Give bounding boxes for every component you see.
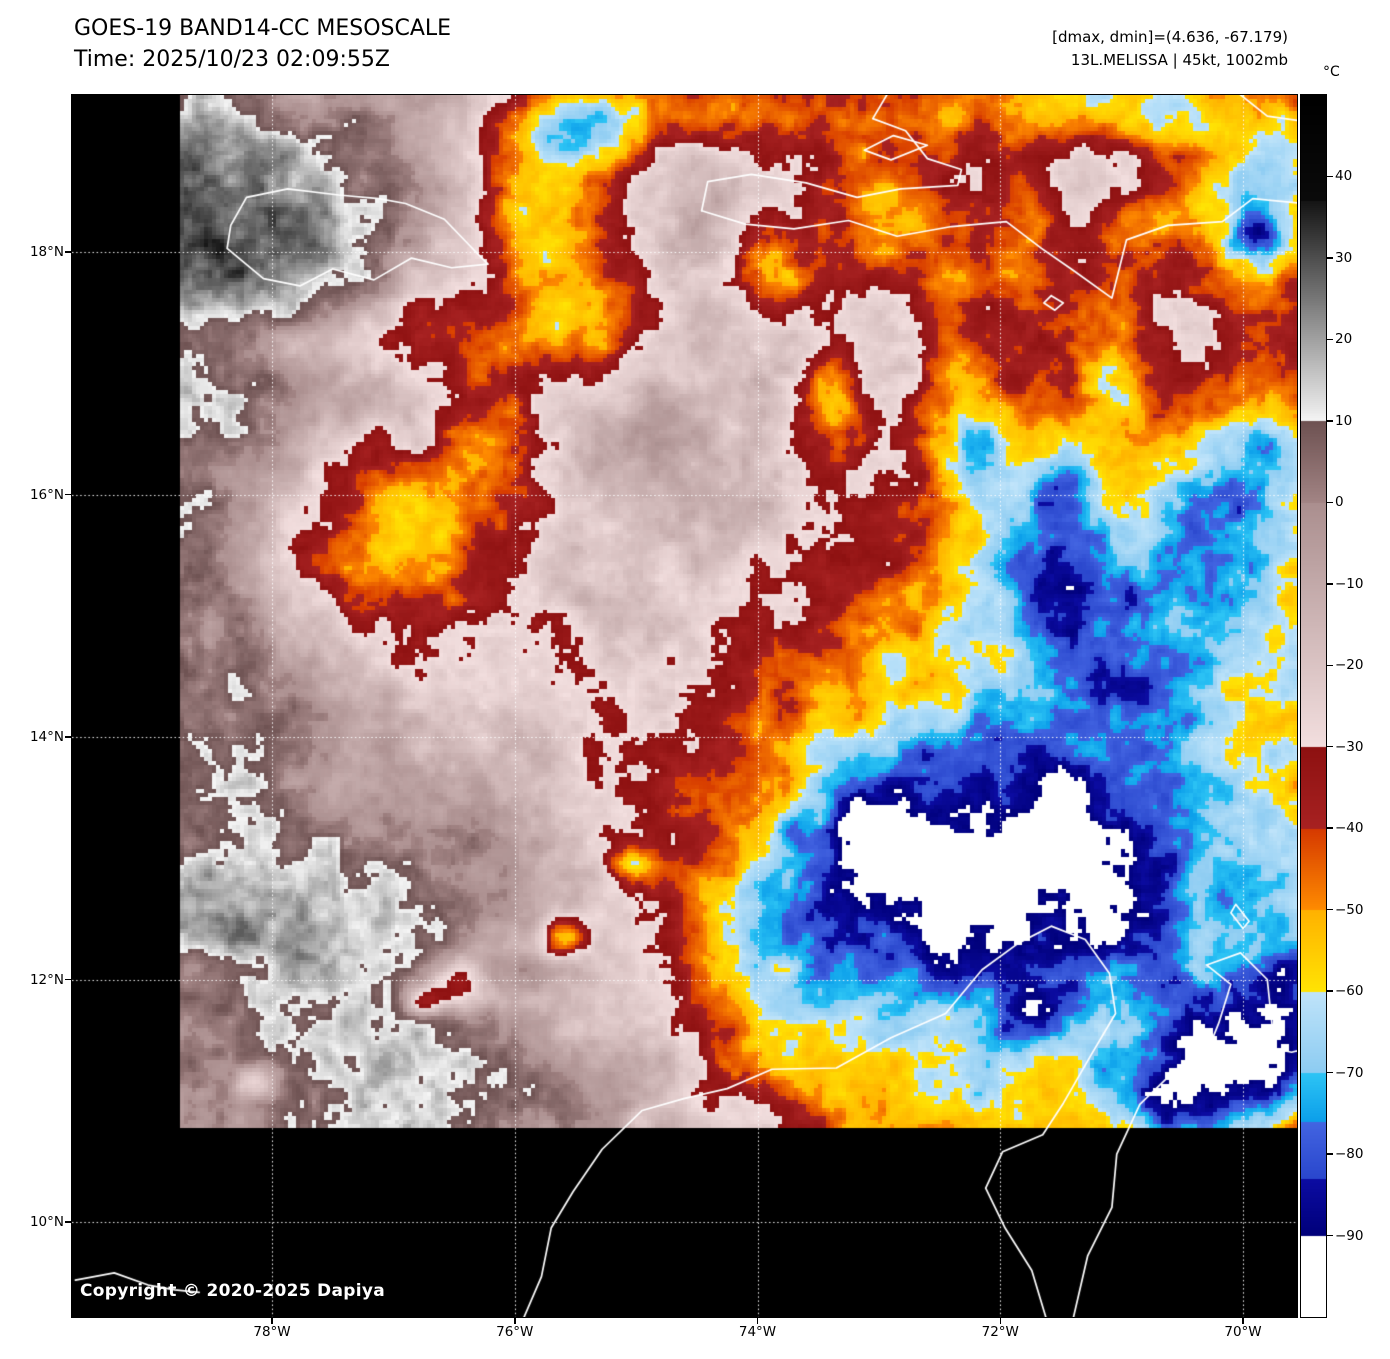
map-plot-area: Copyright © 2020-2025 Dapiya xyxy=(71,94,1298,1318)
colorbar-tick-label: −70 xyxy=(1335,1064,1364,1081)
colorbar-tick-label: 30 xyxy=(1335,249,1353,266)
lon-tickmark xyxy=(271,1317,273,1324)
colorbar-tickmark xyxy=(1326,338,1333,341)
colorbar-tickmark xyxy=(1326,257,1333,259)
lon-tick-label: 70°W xyxy=(1224,1324,1262,1340)
colorbar-tick-label: −20 xyxy=(1335,657,1364,674)
colorbar-tickmark xyxy=(1326,1153,1333,1155)
colorbar-tickmark xyxy=(1326,1071,1333,1074)
lon-tick-label: 76°W xyxy=(496,1324,534,1340)
lon-tickmark xyxy=(514,1317,516,1324)
lat-tickmark xyxy=(65,251,72,253)
colorbar-tick-label: 0 xyxy=(1335,494,1344,511)
colorbar-tick-label: 10 xyxy=(1335,412,1353,429)
colorbar-tickmark xyxy=(1326,664,1333,667)
colorbar-tickmark xyxy=(1326,827,1333,829)
lon-tick-label: 74°W xyxy=(738,1324,777,1340)
colorbar-tickmark xyxy=(1326,501,1333,504)
colorbar-tickmark xyxy=(1326,990,1333,992)
colorbar-tick-label: 40 xyxy=(1335,168,1353,185)
lon-tickmark xyxy=(1242,1317,1244,1324)
colorbar-tick-label: −90 xyxy=(1335,1227,1364,1244)
dmax-dmin-readout: [dmax, dmin]=(4.636, -67.179) xyxy=(1052,28,1288,46)
colorbar-tick-label: −40 xyxy=(1335,820,1364,837)
storm-info: 13L.MELISSA | 45kt, 1002mb xyxy=(1070,51,1288,69)
colorbar-tickmark xyxy=(1326,175,1333,178)
colorbar-tick-label: 20 xyxy=(1335,331,1353,348)
lat-tickmark xyxy=(65,1221,72,1223)
colorbar-tick-label: −50 xyxy=(1335,901,1364,918)
copyright-watermark: Copyright © 2020-2025 Dapiya xyxy=(80,1281,385,1301)
colorbar-tick-label: −30 xyxy=(1335,738,1364,755)
lat-tick-label: 18°N xyxy=(29,244,64,260)
colorbar-unit-label: °C xyxy=(1323,64,1340,80)
colorbar-tick-label: −80 xyxy=(1335,1146,1364,1163)
lat-tick-label: 12°N xyxy=(29,971,64,988)
colorbar-tickmark xyxy=(1326,1234,1333,1237)
lat-tick-label: 16°N xyxy=(29,486,64,503)
colorbar-tickmark xyxy=(1326,745,1333,748)
lat-tickmark xyxy=(65,978,72,981)
colorbar-tickmark xyxy=(1326,583,1333,585)
satellite-infrared-image xyxy=(72,95,1297,1317)
lon-tickmark xyxy=(756,1317,759,1324)
colorbar-tickmark xyxy=(1326,908,1333,911)
image-title: GOES-19 BAND14-CC MESOSCALE xyxy=(74,16,452,41)
colorbar-tickmark xyxy=(1326,420,1333,422)
colorbar-gradient xyxy=(1301,95,1326,1317)
lat-tick-label: 14°N xyxy=(29,729,64,745)
colorbar-tick-label: −10 xyxy=(1335,575,1364,592)
lat-tick-label: 10°N xyxy=(29,1214,64,1230)
lon-tickmark xyxy=(999,1317,1001,1324)
lon-tick-label: 78°W xyxy=(253,1324,291,1340)
lon-tick-label: 72°W xyxy=(981,1324,1019,1340)
image-timestamp: Time: 2025/10/23 02:09:55Z xyxy=(74,47,390,72)
colorbar xyxy=(1300,94,1327,1318)
lat-tickmark xyxy=(65,493,72,496)
lat-tickmark xyxy=(65,736,72,738)
colorbar-tick-label: −60 xyxy=(1335,983,1364,1000)
